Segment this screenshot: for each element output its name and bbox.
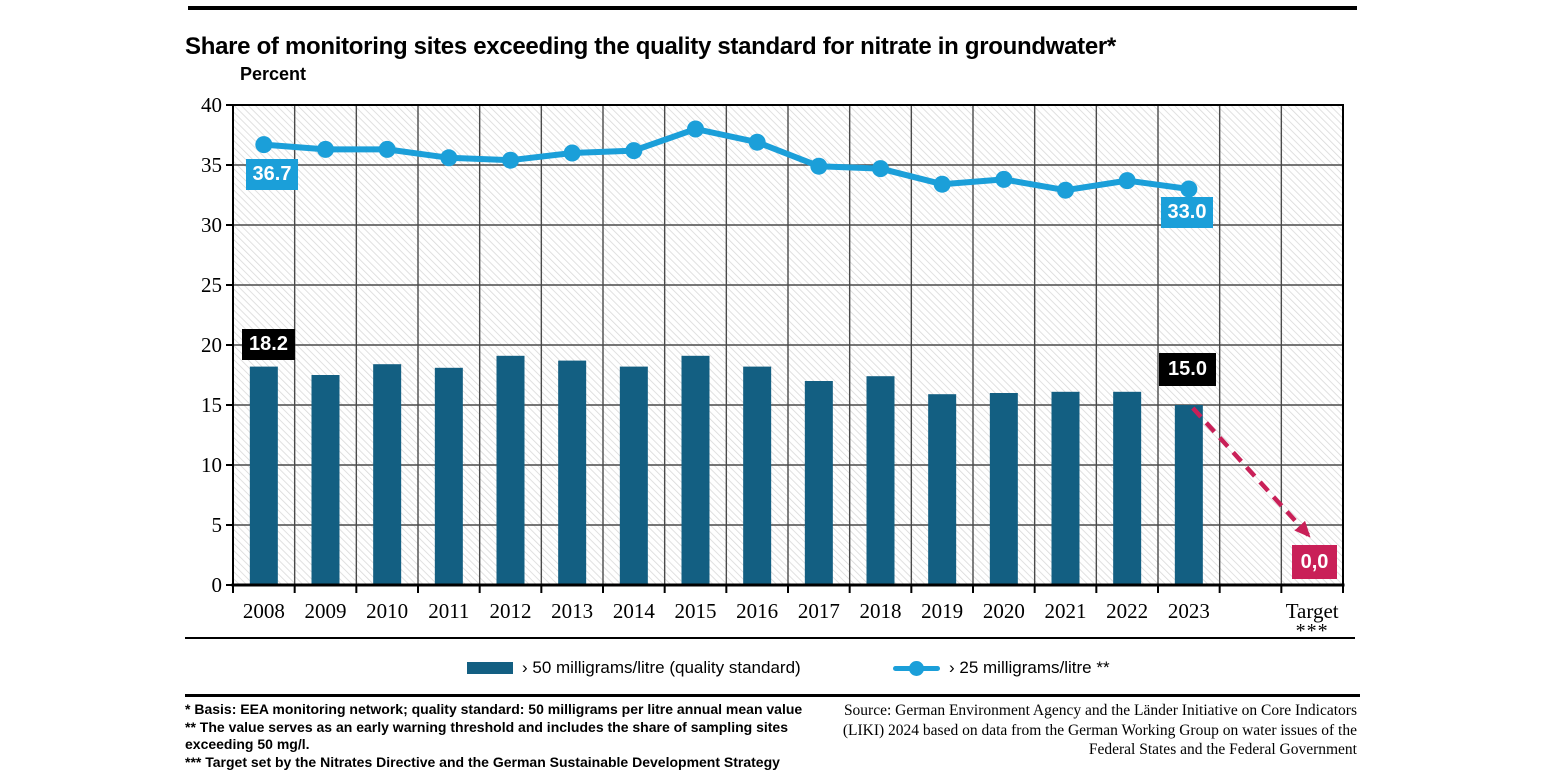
legend-item-bar: › 50 milligrams/litre (quality standard) — [467, 656, 801, 680]
bar-2016 — [743, 366, 772, 585]
bar-2014 — [619, 366, 648, 585]
line-series-swatch — [893, 660, 940, 676]
y-tick-label-15: 15 — [201, 393, 222, 417]
x-label-2016: 2016 — [736, 599, 779, 623]
y-tick-label-10: 10 — [201, 453, 222, 477]
y-tick-label-0: 0 — [211, 573, 223, 597]
bar-2012 — [496, 355, 525, 585]
legend-label-bar: › 50 milligrams/litre (quality standard) — [522, 658, 801, 677]
x-label-2023: 2023 — [1167, 599, 1210, 623]
line-point-2019 — [933, 175, 951, 193]
line-point-2022 — [1118, 172, 1136, 190]
line-point-2010 — [378, 140, 396, 158]
line-point-2023 — [1180, 180, 1198, 198]
bar-2010 — [373, 364, 402, 585]
footnote-target: *** Target set by the Nitrates Directive… — [185, 753, 780, 770]
line-swatch-marker — [909, 660, 924, 676]
line-series-path — [260, 126, 1192, 194]
x-label-2015: 2015 — [674, 599, 717, 623]
axis-separator-rule — [185, 637, 1355, 639]
y-tick-label-20: 20 — [201, 333, 222, 357]
footnote-warning-threshold: ** The value serves as an early warning … — [185, 718, 788, 735]
legend-item-line: › 25 milligrams/litre ** — [893, 656, 1110, 680]
data-label-line-2023: 33.0 — [1161, 197, 1213, 228]
x-label-2017: 2017 — [797, 599, 840, 623]
footnote-warning-threshold-2: exceeding 50 mg/l. — [185, 736, 310, 752]
bar-2019 — [928, 394, 957, 585]
x-label-2009: 2009 — [304, 599, 347, 623]
x-label-2021: 2021 — [1044, 599, 1087, 623]
line-point-2017 — [810, 157, 828, 175]
target-footnote-marker: *** — [1295, 620, 1329, 642]
bar-2020 — [989, 393, 1018, 585]
data-label-bar-2023: 15.0 — [1159, 353, 1216, 386]
footnotes: * Basis: EEA monitoring network; quality… — [185, 701, 802, 771]
y-tick-label-5: 5 — [211, 513, 223, 537]
chart-title: Share of monitoring sites exceeding the … — [185, 33, 1116, 61]
line-point-2013 — [563, 144, 581, 162]
bar-2017 — [804, 381, 833, 585]
x-label-2008: 2008 — [242, 599, 285, 623]
data-label-target: 0,0 — [1292, 545, 1337, 579]
line-point-2020 — [995, 170, 1013, 188]
plot-area — [226, 104, 1345, 593]
target-label-text: Target — [1285, 599, 1339, 623]
x-label-2010: 2010 — [366, 599, 409, 623]
y-tick-label-30: 30 — [201, 213, 222, 237]
x-label-2012: 2012 — [489, 599, 532, 623]
bar-2009 — [311, 375, 340, 585]
source-line: Federal States and the Federal Governmen… — [1088, 741, 1357, 758]
legend-label-line: › 25 milligrams/litre ** — [949, 658, 1110, 677]
bar-2015 — [681, 355, 710, 585]
source-line: Source: German Environment Agency and th… — [843, 702, 1357, 719]
source-line: (LIKI) 2024 based on data from the Germa… — [842, 721, 1357, 739]
x-label-2018: 2018 — [859, 599, 902, 623]
y-axis-title: Percent — [240, 64, 307, 84]
x-label-2020: 2020 — [982, 599, 1025, 623]
line-point-2012 — [502, 151, 519, 169]
x-label-target: Target *** — [1251, 598, 1374, 642]
footnote-basis: * Basis: EEA monitoring network; quality… — [185, 701, 803, 717]
x-label-2013: 2013 — [551, 599, 594, 623]
bar-2008 — [249, 366, 278, 585]
line-point-2016 — [748, 133, 766, 151]
bar-series-swatch — [467, 662, 513, 674]
bar-2023 — [1174, 405, 1203, 585]
bar-2022 — [1113, 391, 1142, 585]
target-arrow — [1191, 406, 1311, 538]
y-tick-label-35: 35 — [201, 153, 222, 177]
line-point-2009 — [317, 140, 334, 158]
top-rule — [188, 6, 1357, 10]
bar-2018 — [866, 376, 895, 585]
bar-2011 — [434, 367, 463, 585]
line-point-2011 — [440, 149, 458, 167]
data-label-line-2008: 36.7 — [246, 159, 298, 190]
bar-2013 — [558, 360, 587, 585]
line-point-2021 — [1057, 181, 1074, 199]
line-point-2015 — [687, 120, 704, 138]
x-label-2022: 2022 — [1106, 599, 1149, 623]
line-point-2018 — [872, 160, 889, 178]
line-point-2014 — [625, 142, 643, 160]
x-label-2014: 2014 — [612, 599, 655, 623]
source-attribution: Source: German Environment Agency and th… — [837, 701, 1357, 760]
y-tick-label-25: 25 — [201, 273, 222, 297]
bar-2021 — [1051, 391, 1080, 585]
footer-separator-rule — [185, 694, 1360, 697]
x-label-2019: 2019 — [921, 599, 964, 623]
line-point-2008 — [255, 136, 273, 154]
data-label-bar-2008: 18.2 — [242, 329, 295, 360]
x-label-2011: 2011 — [428, 599, 470, 623]
y-tick-label-40: 40 — [201, 93, 222, 117]
